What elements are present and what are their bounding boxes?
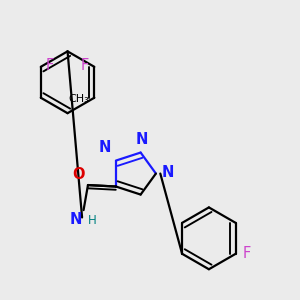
Text: F: F <box>81 58 89 73</box>
Text: CH₃: CH₃ <box>68 94 89 104</box>
Text: N: N <box>135 132 148 147</box>
Text: H: H <box>88 214 96 226</box>
Text: F: F <box>242 246 250 261</box>
Text: F: F <box>46 58 54 73</box>
Text: O: O <box>72 167 84 182</box>
Text: N: N <box>98 140 111 155</box>
Text: N: N <box>162 165 174 180</box>
Text: N: N <box>70 212 82 227</box>
